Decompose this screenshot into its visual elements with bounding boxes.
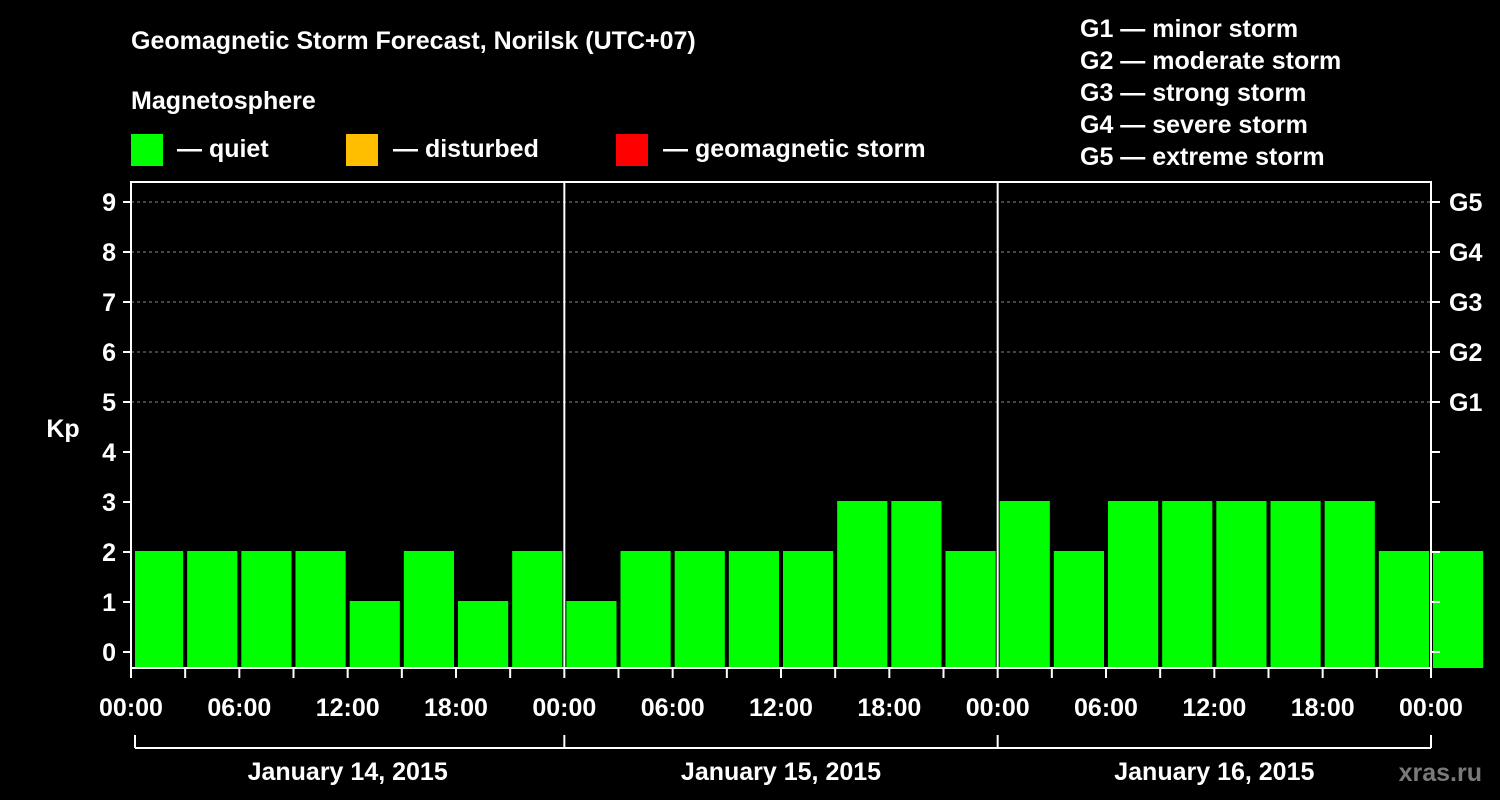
- bar-kp: [295, 551, 346, 668]
- x-tick-label: 06:00: [641, 694, 705, 722]
- bar-kp: [349, 601, 400, 668]
- y-axis: 0 1 2 3 4 5 6 7 8 9: [102, 189, 131, 667]
- storm-scale-g2: G2 — moderate storm: [1080, 47, 1341, 75]
- bar-kp: [620, 551, 671, 668]
- legend-storm-label: — geomagnetic storm: [663, 135, 926, 163]
- y-tick-label: 3: [102, 489, 116, 517]
- x-axis: 00:00 06:00 12:00 18:00 00:00 06:00 12:00 18:00…: [99, 668, 1463, 722]
- date-label: January 15, 2015: [681, 758, 881, 786]
- bar-kp: [728, 551, 779, 668]
- chart-title: Geomagnetic Storm Forecast, Norilsk (UTC…: [131, 27, 696, 55]
- g-scale-label: G2: [1449, 339, 1482, 367]
- y-tick-label: 7: [102, 289, 116, 317]
- bar-kp: [135, 551, 184, 668]
- bar-kp: [1053, 551, 1104, 668]
- legend-quiet-label: — quiet: [177, 135, 269, 163]
- x-tick-label: 06:00: [1074, 694, 1138, 722]
- bar-kp: [999, 501, 1050, 668]
- x-tick-label: 12:00: [1182, 694, 1246, 722]
- bar-kp: [945, 551, 996, 668]
- storm-scale-g3: G3 — strong storm: [1080, 79, 1306, 107]
- storm-scale-g5: G5 — extreme storm: [1080, 143, 1325, 171]
- bar-kp: [241, 551, 292, 668]
- x-tick-label: 18:00: [1291, 694, 1355, 722]
- y-tick-label: 9: [102, 189, 116, 217]
- legend-storm-swatch: [616, 134, 648, 166]
- bar-kp: [1216, 501, 1267, 668]
- legend-disturbed-label: — disturbed: [393, 135, 539, 163]
- right-axis-g-scale: G1 G2 G3 G4 G5: [1431, 189, 1482, 653]
- date-axis: January 14, 2015 January 15, 2015 January …: [134, 735, 1432, 786]
- x-tick-label: 00:00: [532, 694, 596, 722]
- bar-kp: [1162, 501, 1213, 668]
- y-tick-label: 6: [102, 339, 116, 367]
- bar-kp: [837, 501, 888, 668]
- g-scale-label: G1: [1449, 389, 1482, 417]
- bar-kp: [512, 551, 563, 668]
- y-tick-label: 1: [102, 589, 116, 617]
- y-tick-label: 5: [102, 389, 116, 417]
- y-tick-label: 8: [102, 239, 116, 267]
- watermark: xras.ru: [1399, 759, 1482, 787]
- bar-kp: [566, 601, 617, 668]
- storm-scale-g4: G4 — severe storm: [1080, 111, 1308, 139]
- gridlines: [131, 201, 1431, 403]
- bar-kp: [403, 551, 454, 668]
- legend-disturbed-swatch: [346, 134, 378, 166]
- bar-kp: [1324, 501, 1375, 668]
- date-label: January 16, 2015: [1114, 758, 1314, 786]
- y-tick-label: 0: [102, 639, 116, 667]
- y-axis-title: Kp: [46, 415, 79, 443]
- bar-kp: [1433, 551, 1484, 668]
- x-tick-label: 00:00: [1399, 694, 1463, 722]
- x-tick-label: 00:00: [99, 694, 163, 722]
- bar-kp: [1270, 501, 1321, 668]
- bar-kp: [674, 551, 725, 668]
- bar-kp: [891, 501, 942, 668]
- x-tick-label: 12:00: [316, 694, 380, 722]
- bar-kp: [783, 551, 834, 668]
- x-tick-label: 12:00: [749, 694, 813, 722]
- bar-kp: [1108, 501, 1159, 668]
- x-tick-label: 00:00: [966, 694, 1030, 722]
- g-scale-label: G3: [1449, 289, 1482, 317]
- y-tick-label: 4: [102, 439, 116, 467]
- legend-quiet-swatch: [131, 134, 163, 166]
- g-scale-label: G5: [1449, 189, 1482, 217]
- bar-kp: [1378, 551, 1429, 668]
- x-tick-label: 18:00: [424, 694, 488, 722]
- x-tick-label: 06:00: [207, 694, 271, 722]
- bar-kp: [187, 551, 238, 668]
- bar-kp: [458, 601, 509, 668]
- bar-series: [135, 501, 1484, 668]
- g-scale-label: G4: [1449, 239, 1482, 267]
- x-tick-label: 18:00: [857, 694, 921, 722]
- y-tick-label: 2: [102, 539, 116, 567]
- date-label: January 14, 2015: [248, 758, 448, 786]
- magnetosphere-title: Magnetosphere: [131, 87, 316, 115]
- storm-scale-g1: G1 — minor storm: [1080, 15, 1298, 43]
